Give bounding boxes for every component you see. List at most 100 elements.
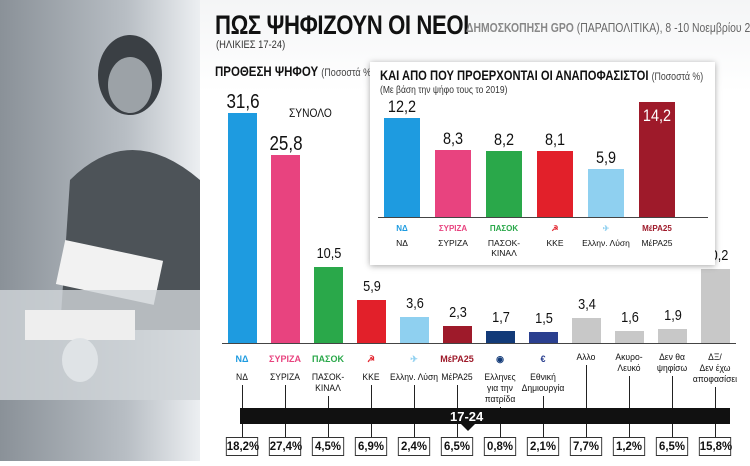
value-label: 2,3 — [449, 304, 467, 322]
tick — [672, 424, 673, 437]
value-label: 1,5 — [535, 310, 553, 328]
party-logo-icon: ✈ — [602, 224, 610, 233]
party-logo-icon: ◉ — [496, 354, 504, 364]
bar — [615, 331, 644, 343]
party-logo-icon: ☭ — [551, 224, 559, 233]
tick — [371, 424, 372, 437]
tick — [586, 424, 587, 437]
bar — [314, 266, 343, 343]
party-logo-icon: ✈ — [410, 354, 418, 364]
bar — [529, 332, 558, 343]
category-label: Ελλην. Λύση — [390, 372, 438, 383]
bar — [486, 330, 515, 343]
inset-title-text: ΚΑΙ ΑΠΟ ΠΟΥ ΠΡΟΕΡΧΟΝΤΑΙ ΟΙ ΑΝΑΠΟΦΑΣΙΣΤΟΙ — [380, 67, 649, 83]
inset-subtitle: (Με βάση την ψήφο τους το 2019) — [380, 85, 508, 96]
bar — [228, 113, 257, 343]
inset-unit: (Ποσοστά %) — [651, 71, 704, 83]
inset-category-label: ΣΥΡΙΖΑ — [438, 238, 468, 248]
inset-baseline — [378, 217, 708, 218]
party-logo-icon: ☭ — [366, 354, 376, 364]
party-logo-icon: ΣΥΡΙΖΑ — [438, 224, 468, 233]
category-label: Ακυρο- Λευκό — [615, 352, 643, 374]
party-logo-icon: ΝΔ — [396, 224, 408, 233]
value-label: 3,6 — [406, 294, 424, 312]
timeline-arrow — [460, 423, 476, 431]
party-logo-icon: ΣΥΡΙΖΑ — [269, 354, 301, 364]
tick — [629, 376, 630, 408]
category-label: Εθνική Δημιουργία — [521, 372, 565, 394]
tick — [242, 424, 243, 437]
inset-title: ΚΑΙ ΑΠΟ ΠΟΥ ΠΡΟΕΡΧΟΝΤΑΙ ΟΙ ΑΝΑΠΟΦΑΣΙΣΤΟΙ… — [380, 67, 703, 83]
tick — [715, 424, 716, 437]
tick — [543, 424, 544, 437]
tick — [285, 385, 286, 408]
category-label: ΔΞ/ Δεν έχω αποφασίσει — [692, 352, 738, 385]
voter-photo — [0, 0, 230, 461]
tick — [672, 376, 673, 408]
bar — [271, 155, 300, 343]
tick — [242, 385, 243, 408]
category-label: ΠΑΣΟΚ- ΚΙΝΑΛ — [311, 372, 345, 394]
tick — [715, 387, 716, 408]
party-logo-icon: ΝΔ — [235, 354, 249, 364]
age-group-value: 7,7% — [569, 437, 603, 456]
category-label: ΝΔ — [236, 372, 248, 383]
tick — [414, 385, 415, 408]
inset-bar — [588, 169, 624, 217]
inset-value-label: 5,9 — [595, 148, 617, 168]
value-label: 5,9 — [363, 278, 381, 296]
party-logo-icon: € — [540, 354, 546, 364]
inset-value-label: 8,1 — [544, 130, 566, 150]
age-group-value: 27,4% — [268, 437, 302, 456]
tick — [543, 396, 544, 408]
category-label: ΜέΡΑ25 — [441, 372, 473, 383]
inset-bar — [384, 118, 420, 217]
tick — [328, 396, 329, 408]
tick — [586, 365, 587, 408]
value-label: 1,7 — [492, 308, 510, 326]
age-group-value: 6,9% — [354, 437, 388, 456]
age-group-label: 17-24 — [450, 409, 484, 424]
age-group-value: 6,5% — [440, 437, 474, 456]
tick — [500, 407, 501, 408]
inset-category-label: ΜέΡΑ25 — [641, 238, 673, 248]
undecided-inset-chart: ΚΑΙ ΑΠΟ ΠΟΥ ΠΡΟΕΡΧΟΝΤΑΙ ΟΙ ΑΝΑΠΟΦΑΣΙΣΤΟΙ… — [370, 62, 715, 265]
age-group-value: 15,8% — [698, 437, 732, 456]
category-label: Δεν θα ψηφίσω — [656, 352, 688, 374]
bar — [400, 316, 429, 343]
bar — [357, 300, 386, 343]
inset-bar — [486, 150, 522, 217]
photo-illustration — [0, 35, 230, 400]
tick — [285, 424, 286, 437]
series-label: ΣΥΝΟΛΟ — [289, 106, 332, 120]
age-group-value: 2,1% — [526, 437, 560, 456]
inset-category-label: ΠΑΣΟΚ- ΚΙΝΑΛ — [487, 238, 521, 258]
age-group-value: 4,5% — [311, 437, 345, 456]
inset-category-label: Ελλην. Λύση — [582, 238, 630, 248]
age-group-value: 18,2% — [225, 437, 259, 456]
inset-category-label: ΝΔ — [396, 238, 408, 248]
category-label: Ελληνες για την πατρίδα — [484, 372, 516, 405]
bar — [701, 268, 730, 343]
age-group-value: 6,5% — [655, 437, 689, 456]
chart-title-text: ΠΡΟΘΕΣΗ ΨΗΦΟΥ — [215, 63, 319, 79]
value-label: 1,9 — [664, 307, 682, 325]
age-timeline — [240, 408, 730, 424]
tick — [371, 385, 372, 408]
page-title: ΠΩΣ ΨΗΦΙΖΟΥΝ ΟΙ ΝΕΟΙ — [215, 10, 469, 40]
inset-value-label: 14,2 — [642, 106, 672, 125]
inset-category-label: ΚΚΕ — [546, 238, 564, 248]
value-label: 31,6 — [226, 91, 260, 113]
party-logo-icon: ΠΑΣΟΚ — [489, 224, 519, 233]
inset-bar — [537, 151, 573, 217]
value-label: 1,6 — [621, 309, 639, 327]
category-label: ΚΚΕ — [362, 372, 380, 383]
party-logo-icon: ΜέΡΑ25 — [642, 224, 672, 233]
category-label: ΣΥΡΙΖΑ — [269, 372, 300, 383]
category-label: Αλλο — [576, 352, 596, 363]
tick — [500, 424, 501, 437]
bar — [443, 326, 472, 343]
chart-title: ΠΡΟΘΕΣΗ ΨΗΦΟΥ (Ποσοστά %) — [215, 63, 374, 79]
age-group-value: 0,8% — [483, 437, 517, 456]
tick — [457, 385, 458, 408]
